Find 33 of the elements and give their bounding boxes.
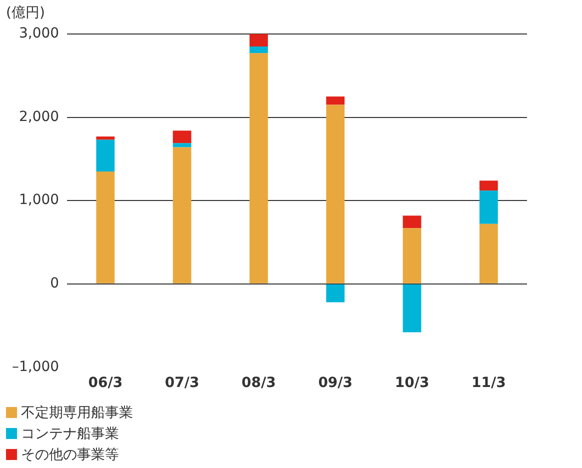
x-tick-label: 06/3 bbox=[88, 375, 123, 392]
bar bbox=[96, 136, 115, 140]
y-tick-label: 0 bbox=[50, 276, 60, 292]
bar bbox=[172, 143, 192, 148]
bar bbox=[326, 96, 345, 105]
bar bbox=[96, 171, 115, 284]
bar bbox=[172, 130, 192, 144]
bar bbox=[250, 53, 268, 284]
y-tick-label: –1,000 bbox=[12, 358, 60, 375]
legend-label: コンテナ船事業 bbox=[21, 424, 119, 442]
bar bbox=[402, 284, 422, 332]
bar bbox=[479, 180, 498, 191]
legend-label: 不定期専用船事業 bbox=[21, 404, 133, 422]
x-tick-label: 11/3 bbox=[472, 375, 506, 392]
bar bbox=[96, 140, 115, 172]
bar bbox=[402, 216, 422, 228]
y-tick-label: 3,000 bbox=[18, 26, 60, 42]
bar bbox=[326, 284, 345, 302]
bar bbox=[479, 190, 498, 224]
bar bbox=[250, 46, 268, 54]
y-tick-label: 1,000 bbox=[18, 192, 60, 208]
y-axis-title: (億円) bbox=[6, 4, 45, 22]
legend-label: その他の事業等 bbox=[21, 446, 119, 464]
x-tick-label: 07/3 bbox=[164, 375, 200, 392]
bar bbox=[479, 224, 498, 284]
bar bbox=[250, 34, 268, 46]
x-tick-label: 10/3 bbox=[394, 375, 430, 392]
bar bbox=[402, 228, 422, 284]
bar bbox=[172, 147, 192, 284]
x-tick-label: 08/3 bbox=[242, 375, 276, 392]
y-tick-label: 2,000 bbox=[18, 108, 60, 125]
x-tick-label: 09/3 bbox=[318, 375, 353, 392]
bar bbox=[326, 104, 345, 284]
